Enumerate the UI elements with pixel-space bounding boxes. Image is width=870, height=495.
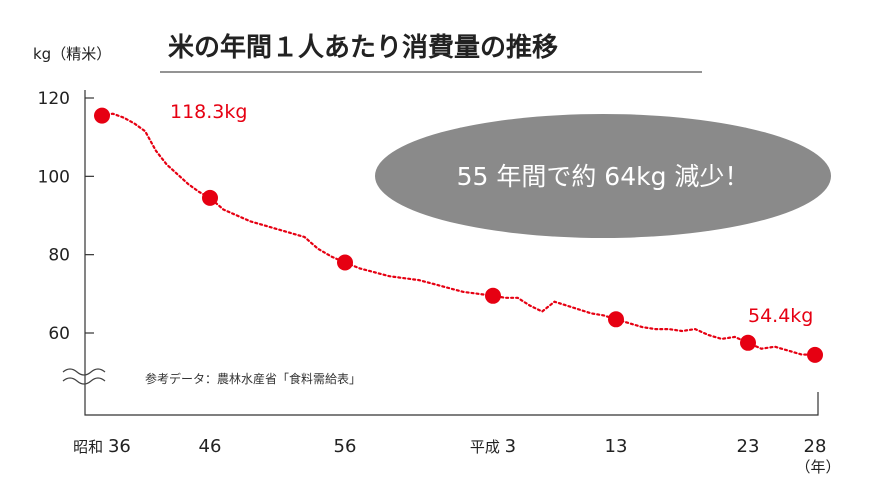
x-ticks: 昭和 36 46 56 平成 3 13 23 28 [73,436,826,457]
data-point-marker [807,346,823,363]
x-tick-label: 平成 3 [470,436,516,457]
x-tick-label: 28 [804,436,827,457]
y-ticks: 120 100 80 60 [38,89,94,344]
callout-ellipse [375,114,831,238]
axis-break-mark [62,368,106,385]
data-point-marker [608,311,624,328]
x-tick-label: 23 [737,436,760,457]
x-tick-label: 昭和 36 [73,436,131,457]
y-tick-label: 120 [38,89,70,109]
x-tick-label: 13 [605,436,628,457]
end-value-label: 54.4kg [748,305,813,327]
x-tick-label: 56 [334,436,357,457]
y-tick-label: 100 [38,167,70,187]
series-line [100,112,817,356]
series-layer [94,107,823,363]
callout-text: 55 年間で約 64kg 減少！ [457,162,750,191]
y-axis-label: kg（精米） [33,45,111,63]
data-point-marker [337,254,353,271]
data-point-marker [485,287,501,304]
data-point-marker [740,334,756,351]
y-tick-label: 60 [48,324,70,344]
x-tick-label: 46 [199,436,222,457]
start-value-label: 118.3kg [170,101,247,123]
y-tick-label: 80 [48,246,70,266]
data-point-marker [202,189,218,206]
data-point-marker [94,107,110,124]
x-axis-unit: （年） [795,458,840,476]
axis-frame [84,90,819,416]
chart-title: 米の年間１人あたり消費量の推移 [168,32,558,63]
source-note: 参考データ：農林水産省「食料需給表」 [145,371,361,386]
